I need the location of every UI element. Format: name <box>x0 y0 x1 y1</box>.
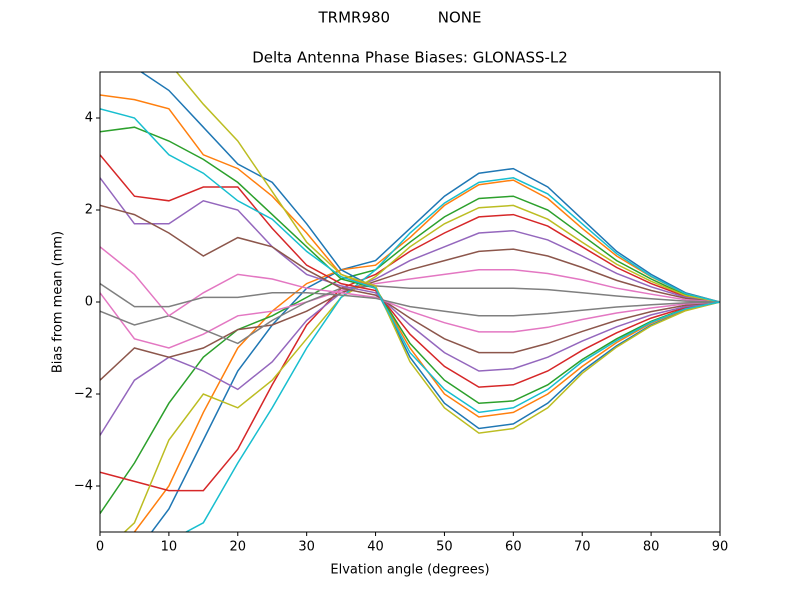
series-line <box>150 167 720 532</box>
series-line <box>100 126 720 404</box>
series-line <box>100 285 720 345</box>
y-tick-label: −2 <box>74 387 93 402</box>
y-tick-label: 0 <box>85 295 93 310</box>
x-tick-label: 0 <box>96 540 104 555</box>
y-tick-label: −4 <box>74 479 93 494</box>
series-line <box>100 213 720 492</box>
x-tick-label: 40 <box>367 540 384 555</box>
x-tick-label: 90 <box>712 540 729 555</box>
series-line <box>100 177 720 372</box>
series-line <box>184 177 720 532</box>
y-tick-label: 2 <box>85 203 93 218</box>
series-line <box>100 248 720 381</box>
series-line <box>139 72 720 430</box>
series-line <box>100 195 720 515</box>
x-tick-label: 60 <box>505 540 522 555</box>
x-tick-label: 80 <box>643 540 660 555</box>
suptitle: TRMR980 NONE <box>318 9 482 27</box>
x-axis-label: Elvation angle (degrees) <box>330 563 489 578</box>
series-line <box>100 246 720 333</box>
x-tick-label: 30 <box>298 540 315 555</box>
series-line <box>100 269 720 349</box>
x-tick-label: 50 <box>436 540 453 555</box>
series-line <box>100 204 720 354</box>
series-line <box>100 94 720 418</box>
series-line <box>123 204 720 532</box>
series-line <box>100 282 720 317</box>
x-tick-label: 20 <box>230 540 247 555</box>
series-line <box>100 108 720 414</box>
series-line <box>100 154 720 388</box>
series-line <box>133 179 720 532</box>
x-tick-label: 10 <box>161 540 178 555</box>
series-line <box>175 72 720 434</box>
x-tick-label: 70 <box>574 540 591 555</box>
y-tick-label: 4 <box>85 111 93 126</box>
y-axis-label: Bias from mean (mm) <box>51 231 66 373</box>
chart-title: Delta Antenna Phase Biases: GLONASS-L2 <box>252 49 568 67</box>
series-line <box>100 229 720 436</box>
plot-lines <box>100 72 720 532</box>
